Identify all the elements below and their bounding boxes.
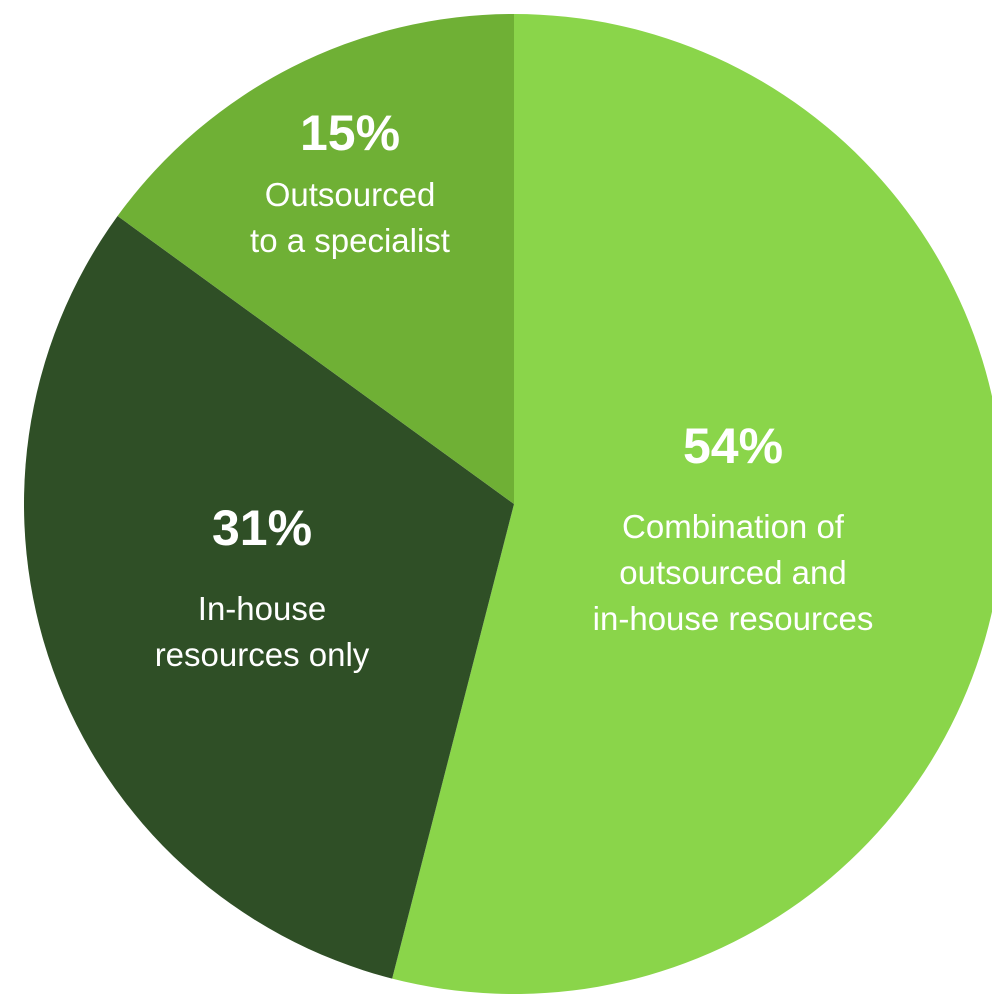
labels-layer: 54% Combination of outsourced and in-house … [155,105,874,673]
slice-category-label-1-line-0: In-house [198,590,326,627]
slice-value-label-2: 15% [300,105,400,161]
slice-value-label-1: 31% [212,500,312,556]
slice-category-label-1-line-1: resources only [155,636,370,673]
pie-slice-1 [23,215,514,979]
slice-category-label-0-line-2: in-house resources [593,600,874,637]
slice-value-label-0: 54% [683,418,783,474]
slice-category-label-2-line-0: Outsourced [265,176,436,213]
slice-category-label-0-line-1: outsourced and [619,554,847,591]
slice-category-label-0-line-0: Combination of [622,508,845,545]
slice-category-label-2-line-1: to a specialist [250,222,450,259]
slices-layer [23,13,992,994]
pie-slice-2 [117,13,514,504]
pie-slice-0 [392,14,992,994]
